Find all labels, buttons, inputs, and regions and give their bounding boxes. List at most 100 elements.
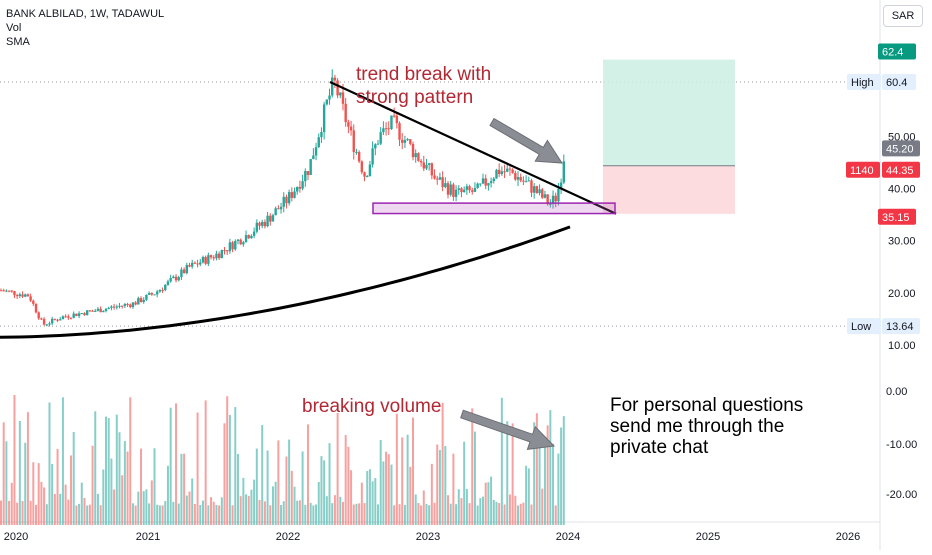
candle-body [479, 183, 482, 185]
ticker-tag: 1140 [846, 161, 880, 178]
candle-body [411, 143, 415, 158]
volume-bar [215, 504, 218, 525]
low-label-tag-text: Low [851, 321, 871, 333]
annotation-note-line1: For personal questions [610, 395, 803, 416]
volume-bar [441, 402, 444, 525]
price-tick-label: 30.00 [888, 236, 916, 248]
time-tick-label: 2024 [556, 531, 580, 543]
candle-body [344, 103, 347, 123]
volume-bar [183, 453, 186, 525]
volume-bar [344, 435, 347, 525]
breaking-volume-arrow [460, 409, 556, 450]
candle-body [85, 310, 89, 316]
volume-bar [315, 504, 318, 525]
volume-bar [43, 487, 46, 525]
volume-bar [218, 505, 221, 525]
candle-body [263, 221, 267, 227]
volume-bar [457, 489, 460, 525]
volume-bar [320, 456, 323, 525]
volume-bar [80, 482, 83, 525]
volume-bar [177, 503, 180, 525]
volume-bar [134, 505, 137, 525]
volume-bar [223, 423, 226, 525]
candle-body [279, 206, 283, 210]
candle-body [468, 186, 471, 191]
volume-bar [414, 494, 417, 525]
volume-bar [420, 505, 423, 525]
candle-body [185, 265, 189, 274]
volume-bar [48, 402, 51, 525]
volume-bar [269, 505, 272, 525]
candle-body [0, 290, 3, 292]
volume-bar [455, 504, 458, 525]
annotation-breaking-volume: breaking volume [302, 396, 441, 417]
candle-body [559, 182, 563, 189]
volume-bar [527, 468, 530, 525]
volume-bar [522, 502, 525, 525]
candle-body [250, 235, 253, 239]
volume-bar [196, 412, 199, 525]
volume-bar [250, 489, 253, 525]
currency-button[interactable]: SAR [883, 5, 923, 27]
candle-body [10, 290, 13, 292]
volume-bar [91, 445, 94, 525]
volume-bar [18, 421, 21, 525]
last-value-tag-text: 45.20 [886, 143, 914, 155]
volume-bar [471, 408, 474, 525]
candle-body [204, 257, 207, 264]
candle-body [59, 319, 62, 321]
volume-bar [282, 501, 285, 525]
volume-bar [339, 496, 342, 525]
volume-bar [560, 427, 563, 525]
volume-bar [161, 505, 164, 525]
volume-bar [530, 504, 533, 525]
candle-body [271, 215, 275, 222]
volume-bar [271, 486, 274, 525]
volume-bar [88, 504, 91, 525]
candle-body [433, 175, 436, 179]
candle-body [102, 310, 105, 313]
volume-bar [61, 397, 64, 525]
volume-indicator-label[interactable]: Vol [6, 22, 22, 34]
volume-bar [26, 412, 29, 525]
candle-body [77, 313, 81, 316]
volume-bar [452, 453, 455, 525]
candle-body [258, 222, 261, 226]
volume-bar [468, 503, 471, 525]
candle-body [379, 132, 382, 144]
volume-bar [323, 460, 326, 525]
candle-body [5, 290, 8, 292]
candle-body [541, 189, 544, 198]
volume-bar [473, 431, 476, 525]
candle-body [75, 313, 78, 316]
volume-bar [94, 411, 97, 525]
volume-bar [479, 498, 482, 525]
volume-bar [363, 503, 366, 525]
volume-bar [64, 484, 67, 525]
volume-bar [137, 491, 140, 525]
volume-bar [438, 449, 441, 525]
candle-body [366, 176, 369, 178]
volume-bar [247, 495, 250, 525]
current-value-tag: 44.35 [882, 161, 920, 178]
chart-legend: BANK ALBILAD, 1W, TADAWUL Vol SMA [6, 7, 164, 49]
symbol-title[interactable]: BANK ALBILAD, 1W, TADAWUL [6, 8, 165, 20]
candle-body [166, 281, 170, 285]
candle-body [331, 77, 334, 96]
volume-bar [78, 503, 81, 525]
candle-body [190, 262, 194, 267]
volume-bar [487, 482, 490, 525]
candle-body [61, 316, 65, 320]
volume-bar [325, 496, 328, 525]
high-label-tag: High [847, 74, 881, 90]
candle-body [312, 155, 315, 160]
candle-body [320, 132, 323, 138]
volume-bar [406, 434, 409, 525]
sma-indicator-label[interactable]: SMA [6, 36, 30, 48]
candlesticks [0, 69, 565, 327]
candle-body [376, 143, 380, 145]
candle-body [508, 168, 512, 170]
candle-body [325, 99, 329, 105]
